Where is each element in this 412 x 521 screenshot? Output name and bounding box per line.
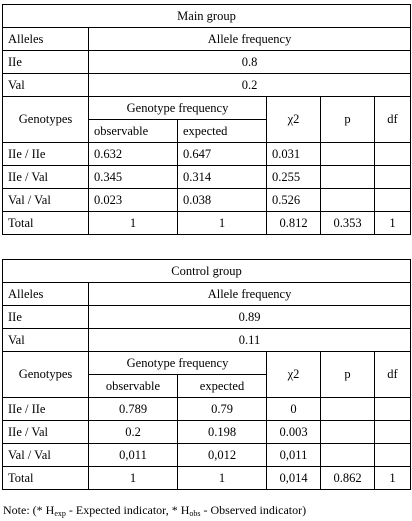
table-row: IIe / Val 0.2 0.198 0.003 [2, 420, 412, 444]
expected-header: expected [177, 119, 267, 143]
genotype-frequency-header: Genotype frequency [88, 351, 267, 375]
observable-cell: 0.345 [88, 165, 178, 189]
total-row: Total 1 1 0.812 0.353 1 [2, 211, 412, 235]
allele-row: IIe 0.8 [2, 50, 412, 74]
genotype-cell: IIe / IIe [2, 397, 89, 421]
p-cell [320, 142, 375, 166]
observable-cell: 0.2 [88, 420, 178, 444]
allele-row: IIe 0.89 [2, 305, 412, 329]
total-label: Total [2, 211, 89, 235]
chi2-cell: 0.031 [266, 142, 321, 166]
observable-cell: 0.789 [88, 397, 178, 421]
df-cell [373, 443, 412, 467]
total-label: Total [2, 466, 89, 490]
df-cell [373, 142, 412, 166]
expected-cell: 0,012 [177, 443, 267, 467]
observable-cell: 0.632 [88, 142, 178, 166]
table-title: Control group [1, 259, 412, 283]
table-row: IIe / IIe 0.789 0.79 0 [2, 397, 412, 421]
allele-name: IIe [2, 305, 89, 329]
allele-frequency-header: Allele frequency [87, 282, 412, 306]
total-chi2: 0,014 [266, 466, 321, 490]
p-cell [320, 420, 375, 444]
genotype-cell: IIe / IIe [2, 142, 89, 166]
p-header: p [320, 96, 375, 143]
p-cell [320, 443, 375, 467]
chi2-header: χ2 [266, 351, 321, 398]
table-title: Main group [1, 4, 412, 28]
expected-cell: 0.038 [177, 188, 267, 212]
allele-frequency: 0.11 [87, 328, 412, 352]
alleles-label: Alleles [2, 27, 89, 51]
genotype-cell: Val / Val [2, 188, 89, 212]
p-header: p [320, 351, 375, 398]
observable-header: observable [88, 119, 178, 143]
expected-cell: 0.314 [177, 165, 267, 189]
footnote-obs-subscript: obs [189, 509, 201, 518]
genotypes-label: Genotypes [2, 96, 89, 143]
allele-frequency-header: Allele frequency [87, 27, 412, 51]
p-cell [320, 165, 375, 189]
df-cell [373, 165, 412, 189]
df-header: df [373, 96, 412, 143]
observable-header: observable [88, 374, 178, 398]
total-expected: 1 [177, 211, 267, 235]
df-cell [373, 397, 412, 421]
total-chi2: 0.812 [266, 211, 321, 235]
chi2-cell: 0 [266, 397, 321, 421]
footnote-prefix: Note: (* H [3, 503, 55, 517]
df-cell [373, 188, 412, 212]
expected-cell: 0.647 [177, 142, 267, 166]
observable-cell: 0,011 [88, 443, 178, 467]
table-row: IIe / Val 0.345 0.314 0.255 [2, 165, 412, 189]
table-row: IIe / IIe 0.632 0.647 0.031 [2, 142, 412, 166]
allele-name: IIe [2, 50, 89, 74]
df-header: df [373, 351, 412, 398]
allele-frequency: 0.89 [87, 305, 412, 329]
table-row: Val / Val 0,011 0,012 0,011 [2, 443, 412, 467]
footnote-exp-subscript: exp [54, 509, 66, 518]
genotype-cell: Val / Val [2, 443, 89, 467]
p-cell [320, 188, 375, 212]
chi2-cell: 0.526 [266, 188, 321, 212]
total-row: Total 1 1 0,014 0.862 1 [2, 466, 412, 490]
genotype-cell: IIe / Val [2, 420, 89, 444]
total-df: 1 [373, 211, 412, 235]
allele-row: Val 0.2 [2, 73, 412, 97]
genotype-cell: IIe / Val [2, 165, 89, 189]
genotypes-label: Genotypes [2, 351, 89, 398]
control-group-table: Control group Alleles Allele frequency I… [1, 259, 412, 490]
expected-cell: 0.198 [177, 420, 267, 444]
p-cell [320, 397, 375, 421]
chi2-cell: 0,011 [266, 443, 321, 467]
total-p: 0.353 [320, 211, 375, 235]
df-cell [373, 420, 412, 444]
chi2-cell: 0.255 [266, 165, 321, 189]
chi2-cell: 0.003 [266, 420, 321, 444]
expected-header: expected [177, 374, 267, 398]
total-df: 1 [373, 466, 412, 490]
allele-row: Val 0.11 [2, 328, 412, 352]
allele-name: Val [2, 328, 89, 352]
genotype-frequency-header: Genotype frequency [88, 96, 267, 120]
total-expected: 1 [177, 466, 267, 490]
allele-name: Val [2, 73, 89, 97]
chi2-header: χ2 [266, 96, 321, 143]
expected-cell: 0.79 [177, 397, 267, 421]
observable-cell: 0.023 [88, 188, 178, 212]
footnote-suffix: - Observed indicator) [200, 503, 307, 517]
total-observable: 1 [88, 211, 178, 235]
table-row: Val / Val 0.023 0.038 0.526 [2, 188, 412, 212]
main-group-table: Main group Alleles Allele frequency IIe … [1, 4, 412, 235]
total-observable: 1 [88, 466, 178, 490]
alleles-label: Alleles [2, 282, 89, 306]
footnote-middle: - Expected indicator, * H [65, 503, 190, 517]
total-p: 0.862 [320, 466, 375, 490]
allele-frequency: 0.8 [87, 50, 412, 74]
allele-frequency: 0.2 [87, 73, 412, 97]
footnote: Note: (* Hexp - Expected indicator, * Ho… [3, 503, 306, 518]
